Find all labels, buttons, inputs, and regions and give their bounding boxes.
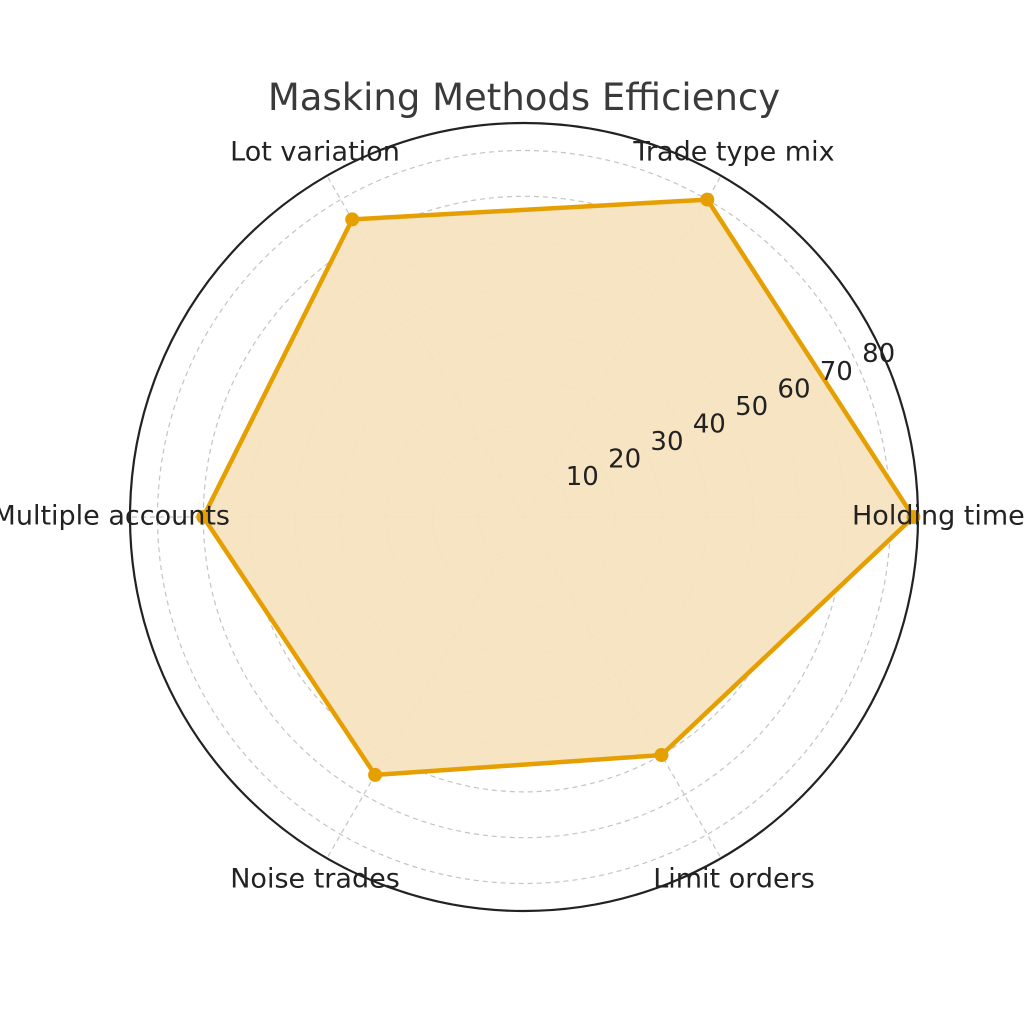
radial-tick-label: 40 [693,409,726,439]
radial-tick-label: 70 [820,357,853,387]
radial-tick-label: 80 [862,339,895,369]
data-point [700,192,715,207]
data-point [368,767,383,782]
chart-title: Masking Methods Efficiency [268,76,780,119]
category-label: Lot variation [230,137,400,168]
category-label: Holding time [852,501,1024,532]
radial-tick-label: 50 [735,392,768,422]
data-point [196,510,211,524]
data-point [654,748,669,763]
radial-tick-label: 30 [650,427,683,457]
label-layer: 10 20 30 40 50 60 70 80 Holding time Trade type m… [0,137,1024,895]
category-label: Trade type mix [632,137,834,168]
radial-tick-label: 60 [777,374,810,404]
radial-tick-label: 20 [608,444,641,474]
data-point [345,212,360,227]
category-label: Multiple accounts [0,501,230,532]
category-label: Noise trades [230,864,400,895]
radial-tick-label: 10 [566,462,599,492]
data-layer [196,192,921,782]
category-label: Limit orders [653,864,815,895]
data-point [906,510,921,524]
